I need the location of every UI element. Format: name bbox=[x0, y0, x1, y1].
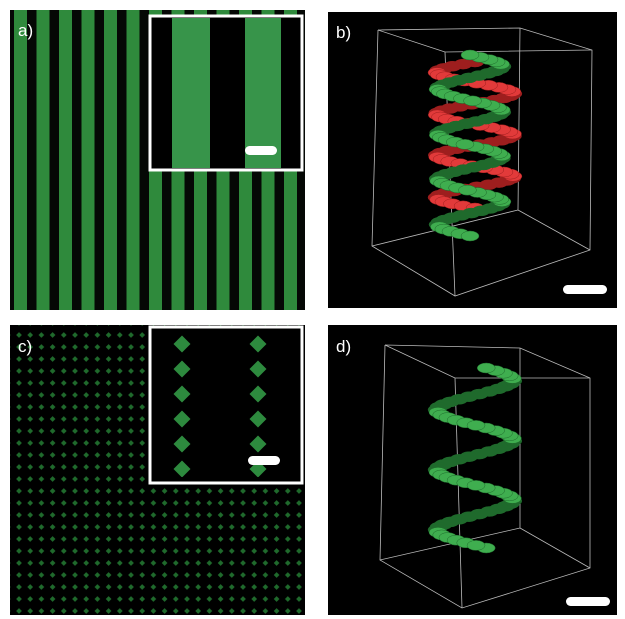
helix-segment bbox=[467, 420, 485, 430]
helix-segment bbox=[461, 231, 479, 241]
inset-dots bbox=[168, 332, 298, 477]
panel-background bbox=[328, 325, 617, 615]
panel-b: b) bbox=[328, 12, 617, 308]
helix-segment bbox=[467, 540, 485, 550]
panel-d: d) bbox=[328, 325, 617, 615]
helix-segment bbox=[456, 139, 474, 149]
scale-bar bbox=[566, 597, 610, 606]
helix-segment bbox=[458, 185, 476, 195]
scale-bar bbox=[245, 146, 277, 155]
helix-segment bbox=[477, 363, 495, 373]
inset-stripe bbox=[245, 18, 281, 168]
panel-label: d) bbox=[336, 337, 351, 356]
panel-label: c) bbox=[18, 337, 32, 356]
inset-stripe bbox=[172, 18, 210, 168]
panel-label: a) bbox=[18, 21, 33, 40]
helix-segment bbox=[461, 50, 479, 60]
page: a) b) c) d) (() => { const data = JSON.p… bbox=[0, 0, 625, 619]
helix-segment bbox=[467, 480, 485, 490]
scale-bar bbox=[563, 285, 607, 294]
panel-c: c) bbox=[10, 325, 305, 615]
panel-label: b) bbox=[336, 23, 351, 42]
scale-bar bbox=[248, 456, 280, 465]
panel-a: a) bbox=[10, 10, 305, 310]
helix-segment bbox=[464, 96, 482, 106]
figure: a) b) c) d) bbox=[0, 0, 625, 619]
